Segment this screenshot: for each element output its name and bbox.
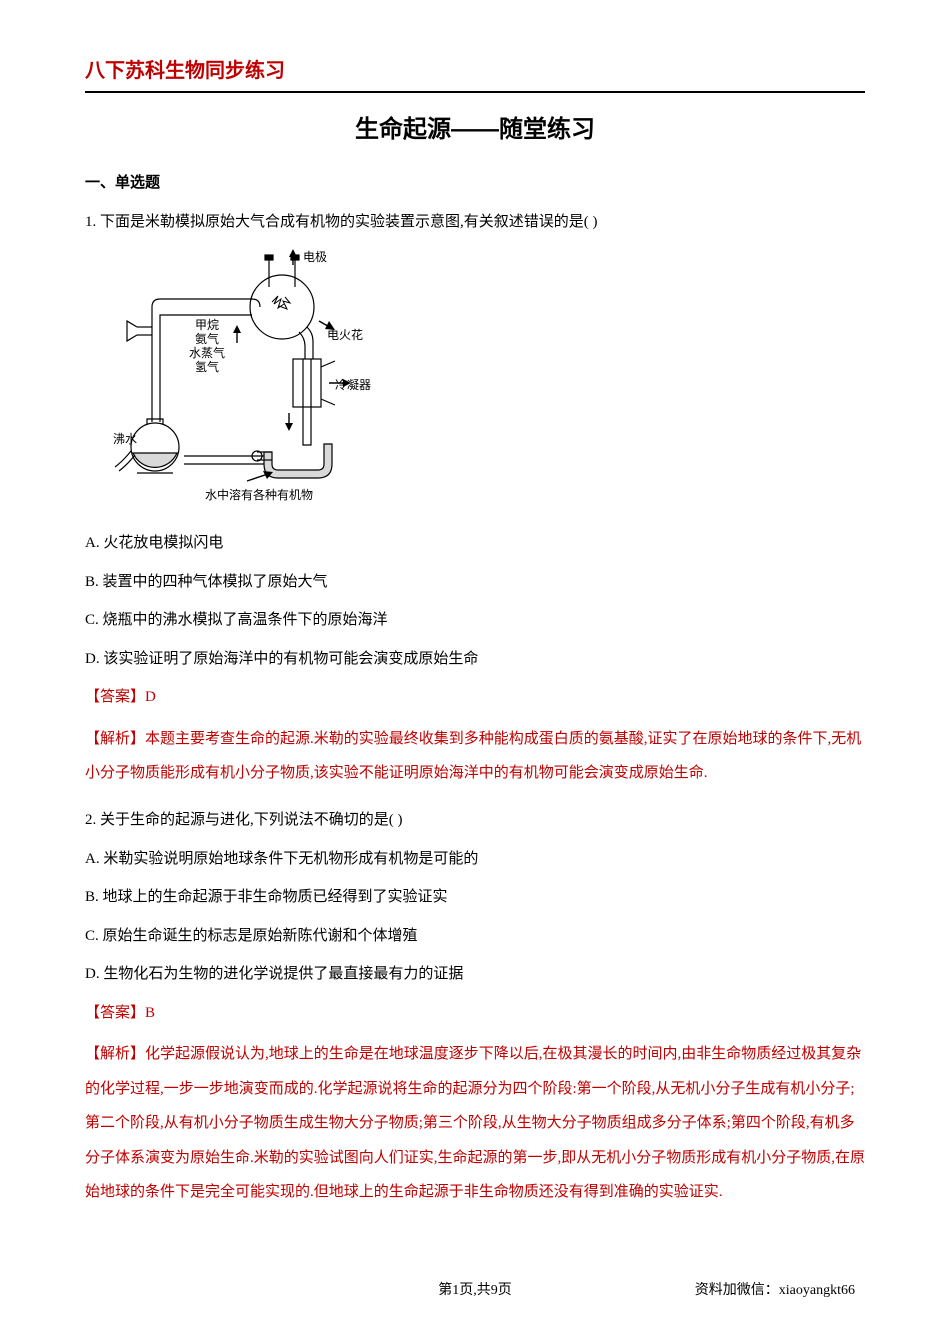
- q2-stem: 2. 关于生命的起源与进化,下列说法不确切的是( ): [85, 805, 865, 835]
- section-heading: 一、单选题: [85, 171, 865, 195]
- q2-option-d: D. 生物化石为生物的进化学说提供了最直接最有力的证据: [85, 960, 865, 989]
- page-footer: 第1页,共9页 资料加微信：xiaoyangkt66: [85, 1280, 865, 1302]
- q2-option-b: B. 地球上的生命起源于非生命物质已经得到了实验证实: [85, 883, 865, 912]
- label-bottom: 水中溶有各种有机物: [205, 487, 313, 502]
- q1-option-c: C. 烧瓶中的沸水模拟了高温条件下的原始海洋: [85, 606, 865, 635]
- q1-option-b: B. 装置中的四种气体模拟了原始大气: [85, 568, 865, 597]
- q2-option-c: C. 原始生命诞生的标志是原始新陈代谢和个体增殖: [85, 922, 865, 951]
- header-title: 八下苏科生物同步练习: [85, 55, 865, 93]
- q2-option-a: A. 米勒实验说明原始地球条件下无机物形成有机物是可能的: [85, 845, 865, 874]
- label-gas1: 甲烷: [195, 318, 219, 332]
- label-boil: 沸水: [113, 432, 137, 446]
- footer-page: 第1页,共9页: [438, 1283, 512, 1298]
- q1-answer: 【答案】D: [85, 683, 865, 712]
- label-spark: 电火花: [327, 327, 363, 342]
- label-electrode: 电极: [303, 250, 327, 264]
- q1-option-a: A. 火花放电模拟闪电: [85, 529, 865, 558]
- q2-explain: 【解析】化学起源假说认为,地球上的生命是在地球温度逐步下降以后,在极其漫长的时间…: [85, 1037, 865, 1210]
- label-gas4: 氢气: [195, 359, 219, 374]
- label-condenser: 冷凝器: [335, 377, 371, 392]
- label-gas3: 水蒸气: [189, 345, 225, 360]
- main-title: 生命起源——随堂练习: [85, 111, 865, 149]
- miller-apparatus-diagram: 电极 甲烷 氨气 水蒸气 氢气 电火花 冷凝器 沸水 水中溶有各种有机物: [97, 247, 865, 515]
- q1-stem: 1. 下面是米勒模拟原始大气合成有机物的实验装置示意图,有关叙述错误的是( ): [85, 207, 865, 237]
- q2-answer: 【答案】B: [85, 999, 865, 1028]
- q1-explain: 【解析】本题主要考查生命的起源.米勒的实验最终收集到多种能构成蛋白质的氨基酸,证…: [85, 722, 865, 791]
- q1-option-d: D. 该实验证明了原始海洋中的有机物可能会演变成原始生命: [85, 645, 865, 674]
- label-gas2: 氨气: [195, 331, 219, 346]
- footer-right: 资料加微信：xiaoyangkt66: [695, 1280, 855, 1302]
